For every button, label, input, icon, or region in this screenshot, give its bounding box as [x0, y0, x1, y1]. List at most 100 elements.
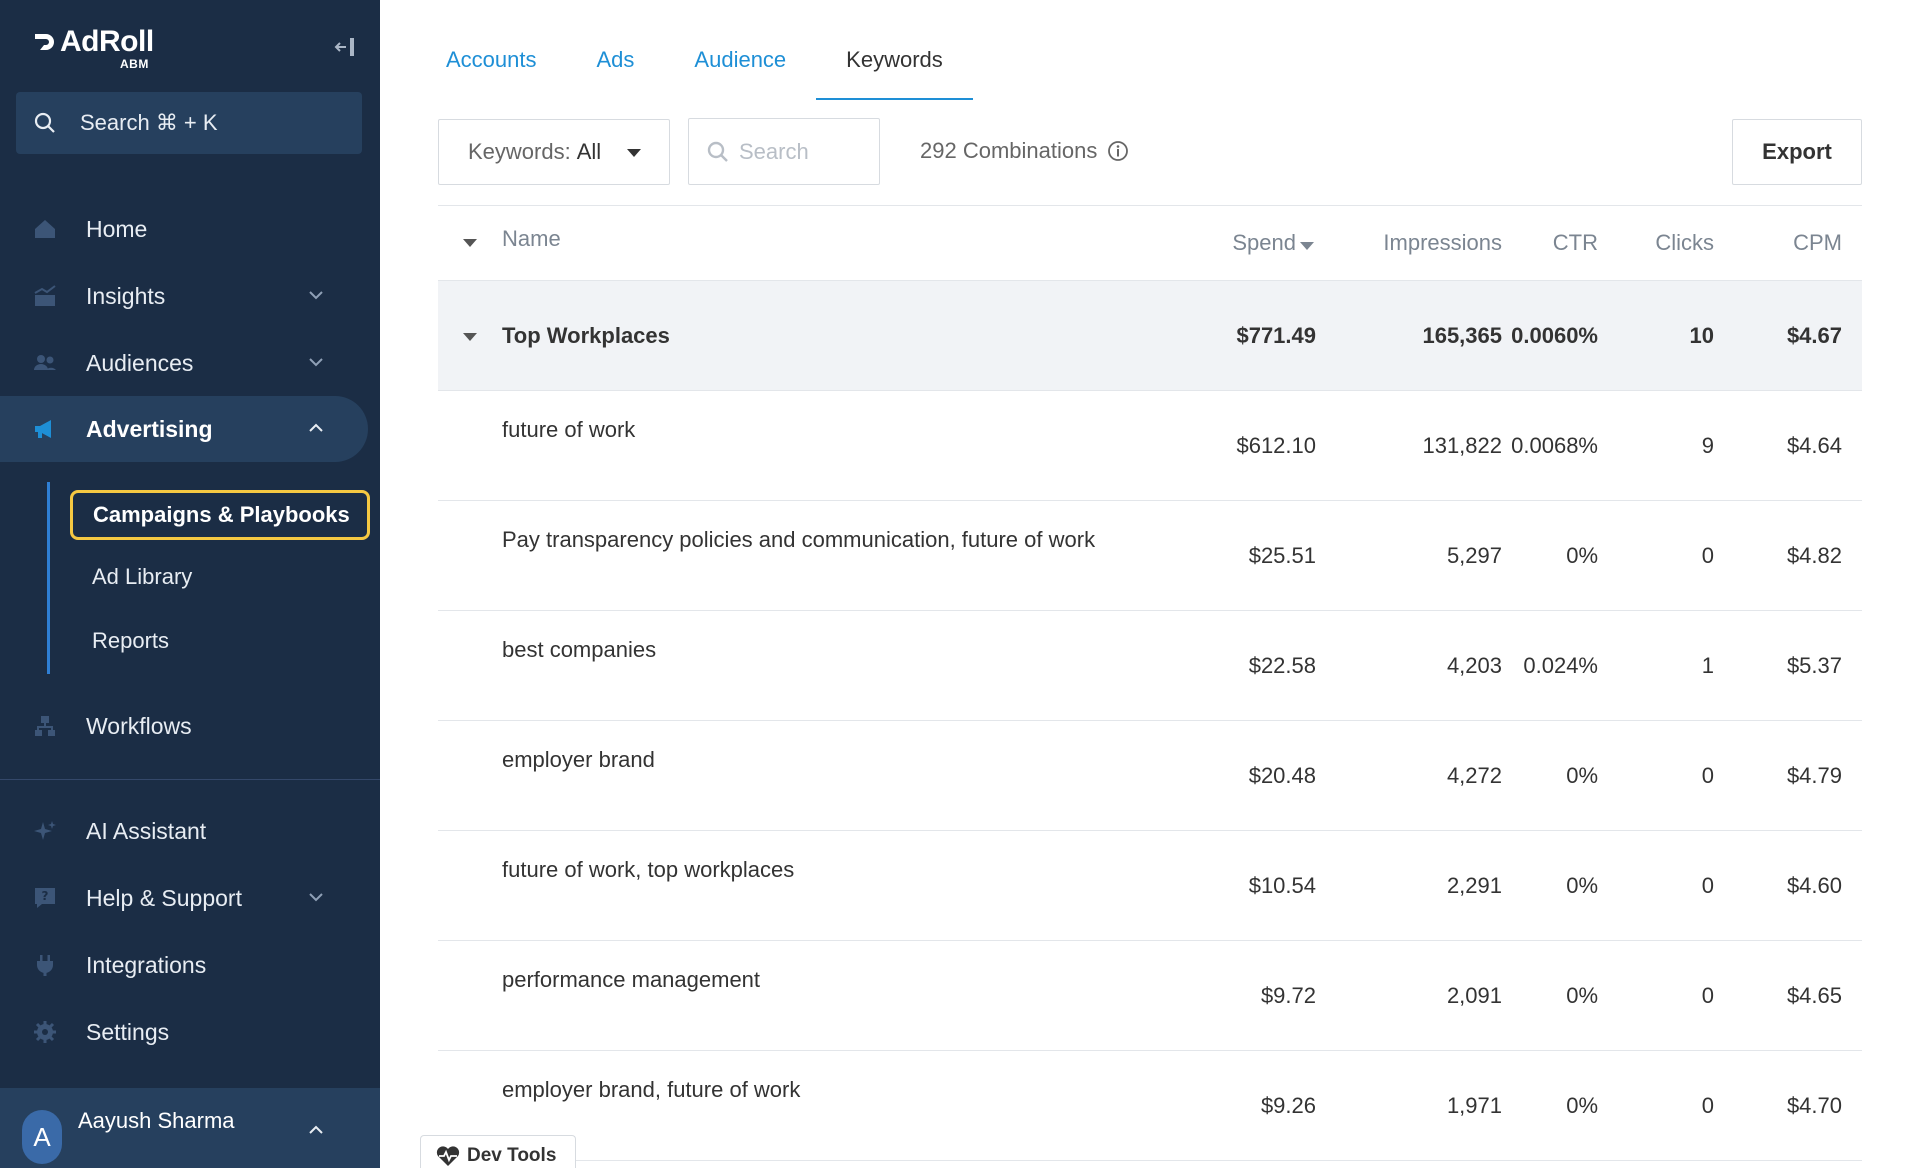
keyword-impressions: 5,297 [1446, 543, 1502, 568]
group-clicks: 10 [1689, 323, 1714, 348]
tab-ads[interactable]: Ads [596, 47, 635, 72]
search-icon [707, 141, 728, 162]
keywords-filter-value: All [576, 139, 602, 164]
chevron-up-icon [309, 423, 323, 432]
sidebar-item-integrations[interactable]: Integrations [0, 932, 368, 998]
info-icon[interactable] [1107, 140, 1129, 162]
keyword-impressions: 2,091 [1446, 983, 1502, 1008]
chevron-down-icon [309, 291, 323, 300]
keyword-impressions: 1,971 [1446, 1093, 1502, 1118]
adroll-logo-icon [35, 34, 54, 50]
expand-all-icon[interactable] [463, 239, 477, 247]
header-ctr[interactable]: CTR [1552, 230, 1598, 255]
keyword-ctr: 0% [1566, 983, 1598, 1008]
tab-accounts[interactable]: Accounts [446, 47, 537, 72]
table-row[interactable]: future of work, top workplaces $10.54 2,29… [438, 831, 1862, 941]
tab-audience[interactable]: Audience [694, 47, 787, 72]
keyword-cpm: $4.79 [1786, 763, 1842, 788]
sidebar-item-label: Insights [86, 282, 166, 309]
help-icon: ? [35, 888, 55, 908]
keyword-clicks: 9 [1701, 433, 1714, 458]
sidebar-item-settings[interactable]: Settings [0, 999, 368, 1065]
table-row[interactable]: best companies $22.58 4,203 0.024% 1 $5.37 [438, 611, 1862, 721]
sidebar-search[interactable]: Search ⌘ + K [16, 92, 362, 154]
keyword-spend: $10.54 [1248, 873, 1316, 898]
keyword-name: future of work [502, 417, 636, 442]
svg-text:?: ? [42, 889, 49, 903]
keywords-filter-select[interactable]: Keywords: All [438, 119, 670, 185]
keyword-search[interactable] [688, 118, 880, 185]
table-row[interactable]: employer brand $20.48 4,272 0% 0 $4.79 [438, 721, 1862, 831]
sidebar-item-help-support[interactable]: ? Help & Support [0, 865, 368, 931]
subnav-ad-library[interactable]: Ad Library [92, 564, 193, 589]
table-row[interactable]: employer brand, future of work $9.26 1,971… [438, 1051, 1862, 1161]
keyword-ctr: 0% [1566, 543, 1598, 568]
table-row[interactable]: performance management $9.72 2,091 0% 0 $4.65 [438, 941, 1862, 1051]
sidebar-item-insights[interactable]: Insights [0, 263, 368, 329]
group-cpm: $4.67 [1786, 323, 1842, 348]
subnav-reports[interactable]: Reports [92, 628, 170, 653]
search-icon [34, 112, 55, 133]
main-content: Accounts Ads Audience Keywords Keywords:… [380, 0, 1910, 1168]
table-row[interactable]: future of work $612.10 131,822 0.0068% 9 $4.6… [438, 391, 1862, 501]
header-clicks[interactable]: Clicks [1655, 230, 1714, 255]
keyword-search-input[interactable] [739, 138, 869, 165]
sparkle-icon [34, 821, 56, 840]
chevron-down-icon [309, 358, 323, 367]
workflow-icon [35, 716, 55, 736]
collapse-sidebar-icon[interactable] [332, 34, 358, 60]
keyword-name: best companies [502, 637, 657, 662]
sidebar-item-label: Help & Support [86, 884, 242, 911]
sidebar-item-label: Advertising [86, 415, 213, 442]
tab-keywords[interactable]: Keywords [816, 30, 973, 100]
keyword-cpm: $4.60 [1786, 873, 1842, 898]
keyword-cpm: $4.64 [1786, 433, 1842, 458]
sidebar-item-advertising[interactable]: Advertising [0, 396, 368, 462]
header-cpm[interactable]: CPM [1793, 230, 1842, 255]
sidebar-item-audiences[interactable]: Audiences [0, 330, 368, 396]
combinations-label: 292 Combinations [920, 138, 1098, 163]
heart-pulse-icon [436, 1145, 460, 1166]
user-menu[interactable]: A Aayush Sharma [0, 1088, 380, 1168]
people-icon [34, 355, 56, 370]
table-row[interactable]: Pay transparency policies and communicat… [438, 501, 1862, 611]
keyword-clicks: 0 [1701, 983, 1714, 1008]
report-tabs: Accounts Ads Audience Keywords [438, 30, 973, 100]
collapse-group-icon[interactable] [463, 333, 477, 341]
megaphone-icon [35, 420, 51, 438]
keyword-ctr: 0% [1566, 1093, 1598, 1118]
table-group-row[interactable]: Top Workplaces $771.49 165,365 0.0060% 1… [438, 281, 1862, 391]
caret-down-icon [627, 149, 641, 157]
chevron-down-icon [309, 893, 323, 902]
subnav-campaigns-playbooks[interactable]: Campaigns & Playbooks [70, 490, 370, 540]
sidebar-item-label: Audiences [86, 349, 194, 376]
dev-tools-button[interactable]: Dev Tools [420, 1135, 576, 1168]
chart-icon [34, 285, 56, 306]
keyword-name: future of work, top workplaces [502, 857, 795, 882]
keyword-cpm: $4.70 [1786, 1093, 1842, 1118]
export-button[interactable]: Export [1732, 119, 1862, 185]
adroll-logo[interactable]: AdRoll ABM [32, 25, 154, 71]
header-name[interactable]: Name [502, 226, 561, 251]
keyword-clicks: 0 [1701, 543, 1714, 568]
brand-name: AdRoll [60, 25, 154, 58]
keyword-clicks: 0 [1701, 1093, 1714, 1118]
keyword-name: Pay transparency policies and communicat… [502, 527, 1096, 552]
table-header: Name Spend Impressions CTR Clicks CPM [438, 205, 1862, 281]
keyword-impressions: 2,291 [1446, 873, 1502, 898]
keyword-spend: $9.72 [1260, 983, 1316, 1008]
group-impressions: 165,365 [1422, 323, 1502, 348]
keyword-cpm: $4.65 [1786, 983, 1842, 1008]
keyword-spend: $612.10 [1236, 433, 1316, 458]
sidebar-item-label: Home [86, 215, 148, 242]
sidebar-item-ai-assistant[interactable]: AI Assistant [0, 798, 368, 864]
keyword-clicks: 1 [1701, 653, 1714, 678]
header-spend[interactable]: Spend [1232, 230, 1296, 255]
sidebar-item-label: Settings [86, 1018, 170, 1045]
sidebar-item-home[interactable]: Home [0, 196, 368, 262]
header-impressions[interactable]: Impressions [1383, 230, 1502, 255]
sidebar-item-workflows[interactable]: Workflows [0, 693, 368, 759]
avatar: A [22, 1110, 62, 1164]
home-icon [35, 220, 55, 238]
sidebar-divider [0, 779, 380, 780]
